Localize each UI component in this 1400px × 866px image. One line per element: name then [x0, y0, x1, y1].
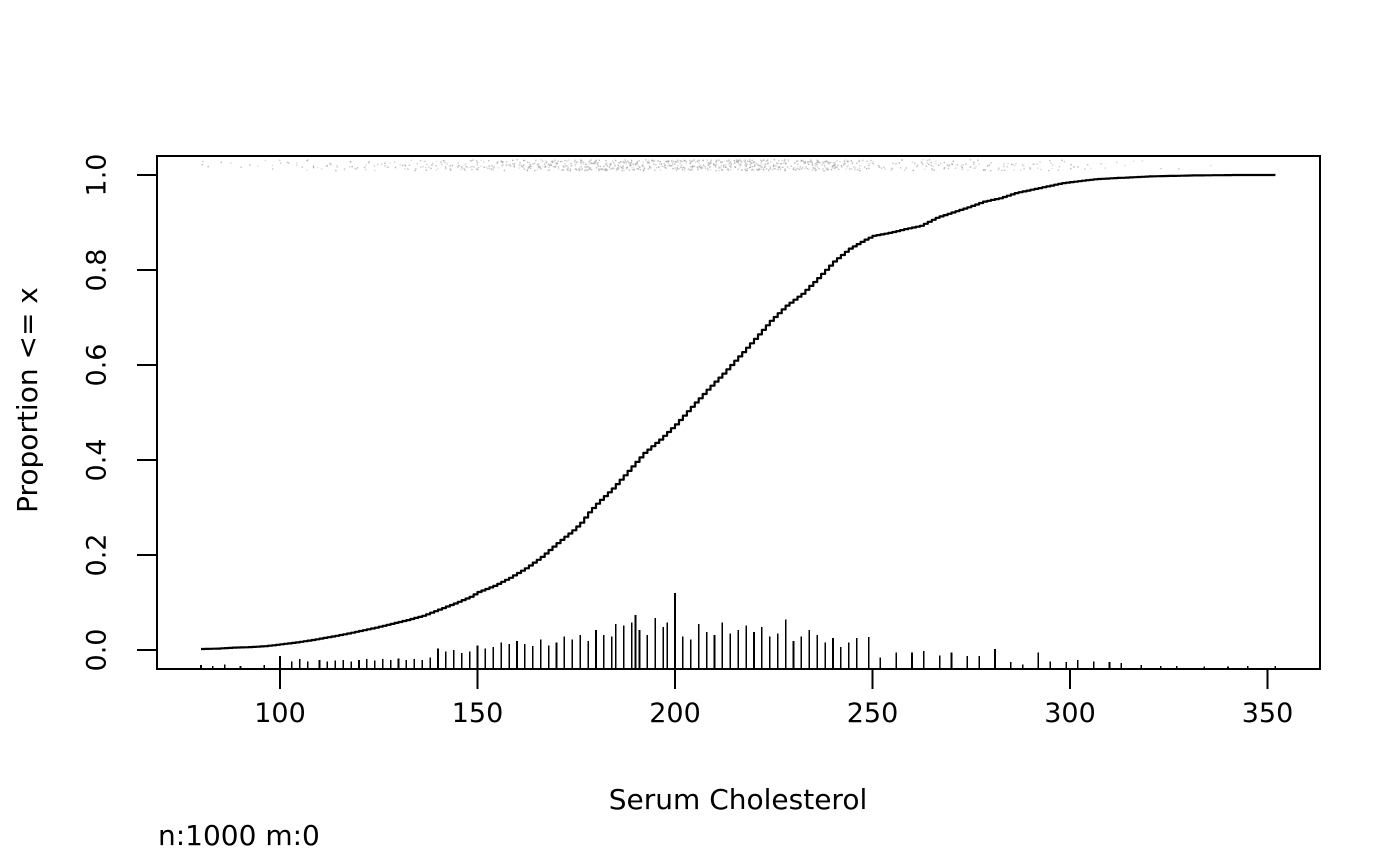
x-tick-label: 150	[451, 698, 504, 729]
x-axis-ticks	[279, 669, 1269, 689]
x-axis-title: Serum Cholesterol	[608, 783, 868, 816]
x-tick-label: 250	[846, 698, 899, 729]
x-tick-label: 200	[649, 698, 701, 729]
y-tick-label: 0.0	[81, 628, 113, 672]
x-tick-label: 100	[254, 698, 306, 729]
y-axis-ticks	[137, 174, 157, 651]
y-axis-title: Proportion <= x	[11, 287, 44, 513]
sample-size-annotation: n:1000 m:0	[158, 819, 320, 852]
y-tick-label: 0.6	[81, 343, 113, 387]
ecdf-curve	[201, 173, 1276, 651]
y-tick-label: 0.2	[81, 533, 113, 577]
y-tick-label: 0.4	[81, 438, 113, 482]
y-tick-label: 0.8	[81, 248, 113, 292]
spike-histogram	[200, 593, 1277, 669]
x-tick-label: 350	[1241, 698, 1294, 729]
y-tick-label: 1.0	[81, 153, 113, 197]
top-rug	[201, 159, 1212, 172]
plot-border	[156, 155, 1321, 670]
x-tick-label: 300	[1044, 698, 1096, 729]
